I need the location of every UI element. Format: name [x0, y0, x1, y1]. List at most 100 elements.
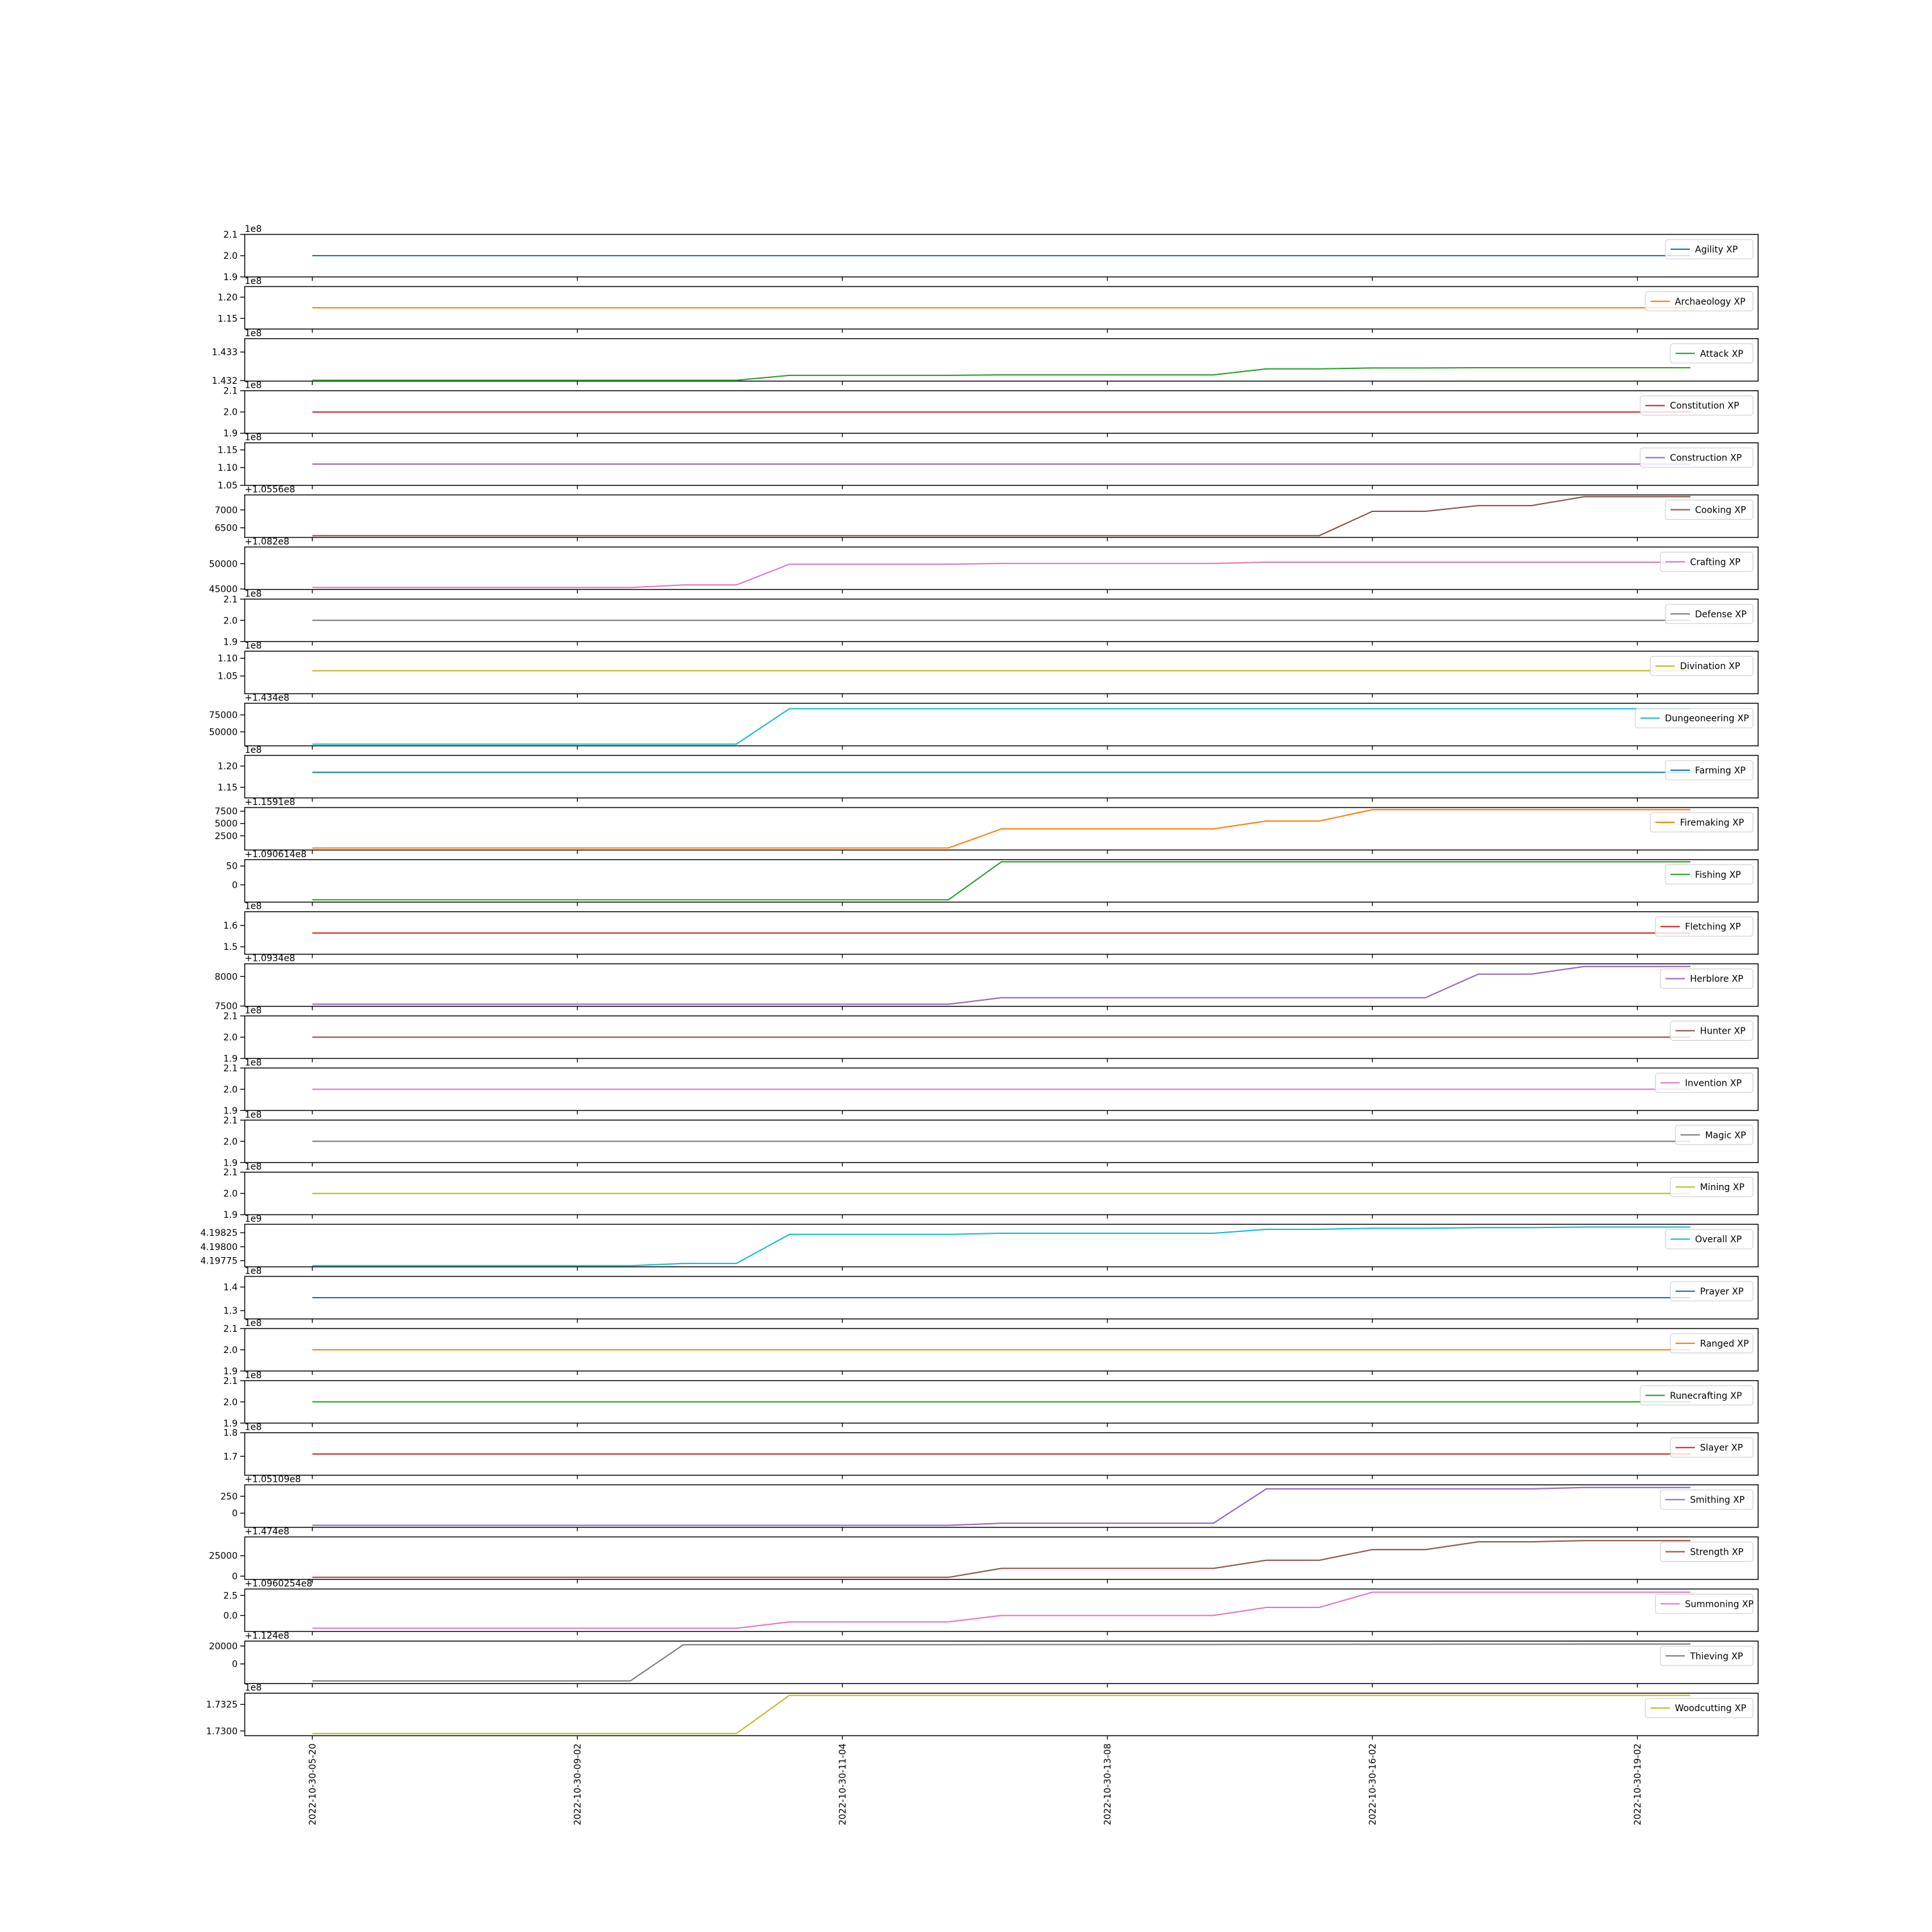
- legend-box: [1660, 969, 1754, 989]
- subplot-runecrafting-xp: 1.9 2.0 2.1 1e8 Runecrafting XP: [223, 1370, 1759, 1429]
- subplot-defense-xp: 1.9 2.0 2.1 1e8 Defense XP: [223, 589, 1759, 647]
- y-tick-label: 2.0: [223, 408, 238, 418]
- legend-label: Woodcutting XP: [1675, 1703, 1747, 1714]
- subplot-overall-xp: 4.19775 4.19800 4.19825 1e9 Overall XP: [200, 1214, 1759, 1271]
- axis-offset-label: +1.0960254e8: [245, 1578, 312, 1589]
- y-tick-label: 1.5: [223, 942, 238, 952]
- y-tick-label: 2.1: [223, 1376, 238, 1387]
- axis-offset-label: 1e8: [245, 1683, 261, 1693]
- subplot-archaeology-xp: 1.15 1.20 1e8 Archaeology XP: [218, 276, 1759, 333]
- y-tick-label: 50: [226, 862, 238, 872]
- y-tick-label: 2.1: [223, 1063, 238, 1074]
- axes-frame: [244, 911, 1759, 955]
- subplot-agility-xp: 1.9 2.0 2.1 1e8 Agility XP: [223, 224, 1759, 283]
- y-tick-label: 5000: [214, 819, 238, 829]
- series-line: [312, 1643, 1690, 1682]
- y-tick-label: 1.7325: [206, 1700, 238, 1710]
- y-tick-label: 2.1: [223, 230, 238, 240]
- series-line: [312, 1486, 1690, 1526]
- legend-label: Magic XP: [1705, 1130, 1747, 1141]
- y-tick-label: 4.19775: [200, 1256, 238, 1267]
- axis-offset-label: 1e8: [245, 641, 261, 651]
- y-tick-label: 1.9: [223, 1419, 238, 1429]
- axis-offset-label: 1e8: [245, 1006, 261, 1016]
- axes-frame: [244, 755, 1759, 799]
- subplot-construction-xp: 1.05 1.10 1.15 1e8 Construction XP: [218, 433, 1759, 491]
- subplot-ranged-xp: 1.9 2.0 2.1 1e8 Ranged XP: [223, 1318, 1759, 1377]
- axis-offset-label: 1e8: [245, 1057, 261, 1068]
- y-tick-label: 4.19825: [200, 1228, 238, 1238]
- x-tick-label: 2022-10-30-13-08: [1103, 1743, 1113, 1825]
- legend-label: Attack XP: [1700, 349, 1743, 359]
- y-tick-label: 2.1: [223, 1115, 238, 1126]
- legend-box: [1665, 760, 1754, 781]
- axis-offset-label: 1e8: [245, 224, 261, 234]
- y-tick-label: 2.1: [223, 1324, 238, 1334]
- x-tick-label: 2022-10-30-11-04: [838, 1743, 848, 1825]
- y-tick-label: 50000: [209, 727, 238, 737]
- subplot-crafting-xp: 45000 50000 +1.082e8 Crafting XP: [209, 536, 1759, 595]
- y-tick-label: 2.0: [223, 1033, 238, 1043]
- axes-frame: [244, 286, 1759, 330]
- legend-label: Herblore XP: [1690, 974, 1743, 985]
- legend-box: [1650, 812, 1754, 833]
- y-tick-label: 1.9: [223, 1054, 238, 1065]
- axes-frame: [244, 1588, 1759, 1633]
- axes-frame: [244, 807, 1759, 851]
- legend-box: [1654, 916, 1754, 937]
- subplot-thieving-xp: 0 20000 +1.124e8 Thieving XP: [209, 1631, 1759, 1688]
- y-tick-label: 8000: [214, 972, 238, 982]
- y-tick-label: 6500: [214, 524, 238, 534]
- y-tick-label: 1.15: [218, 446, 238, 456]
- axes-frame: [244, 546, 1759, 591]
- subplot-firemaking-xp: 2500 5000 7500 +1.1591e8 Firemaking XP: [214, 797, 1759, 854]
- legend-label: Mining XP: [1700, 1182, 1745, 1193]
- series-line: [312, 708, 1690, 745]
- axis-offset-label: +1.434e8: [245, 693, 289, 703]
- y-tick-label: 45000: [209, 585, 238, 595]
- y-tick-label: 1.9: [223, 637, 238, 647]
- y-tick-label: 2.1: [223, 1168, 238, 1178]
- legend-label: Invention XP: [1685, 1078, 1741, 1088]
- axes-frame: [244, 1432, 1759, 1476]
- axes-frame: [244, 703, 1759, 746]
- y-tick-label: 1.10: [218, 654, 238, 664]
- subplot-fishing-xp: 0 50 +1.090614e8 Fishing XP: [226, 849, 1759, 906]
- y-tick-label: 250: [220, 1492, 238, 1502]
- subplot-cooking-xp: 6500 7000 +1.0556e8 Cooking XP: [214, 485, 1759, 542]
- y-tick-label: 1.9: [223, 1367, 238, 1377]
- axes-frame: [244, 1640, 1759, 1685]
- y-tick-label: 1.7: [223, 1452, 238, 1462]
- y-tick-label: 2.0: [223, 1345, 238, 1356]
- y-tick-label: 1.05: [218, 672, 238, 682]
- legend-box: [1670, 1281, 1754, 1302]
- y-tick-label: 25000: [209, 1551, 238, 1562]
- legend-label: Ranged XP: [1700, 1339, 1749, 1349]
- legend-label: Prayer XP: [1700, 1287, 1744, 1297]
- x-tick-label: 2022-10-30-19-02: [1633, 1743, 1643, 1825]
- legend-box: [1665, 864, 1754, 885]
- legend-label: Defense XP: [1695, 609, 1747, 620]
- axis-offset-label: +1.0934e8: [245, 954, 295, 964]
- y-tick-label: 1.9: [223, 272, 238, 283]
- legend-label: Dungeoneering XP: [1665, 714, 1749, 724]
- axis-offset-label: 1e8: [245, 276, 261, 287]
- subplot-summoning-xp: 0.0 2.5 +1.0960254e8 Summoning XP: [223, 1578, 1759, 1636]
- y-tick-label: 1.4: [223, 1283, 238, 1293]
- axis-offset-label: 1e8: [245, 745, 261, 755]
- axes-frame: [244, 1536, 1759, 1580]
- legend-box: [1665, 603, 1754, 624]
- y-tick-label: 75000: [209, 710, 238, 721]
- axis-offset-label: +1.05109e8: [245, 1475, 301, 1485]
- legend-label: Thieving XP: [1689, 1651, 1743, 1662]
- y-tick-label: 2.0: [223, 1397, 238, 1408]
- axis-offset-label: 1e8: [245, 1266, 261, 1276]
- y-tick-label: 1.20: [218, 762, 238, 772]
- series-line: [312, 1694, 1690, 1734]
- series-line: [312, 1540, 1690, 1578]
- x-tick-label: 2022-10-30-09-02: [573, 1743, 583, 1825]
- axis-offset-label: 1e8: [245, 589, 261, 599]
- subplot-attack-xp: 1.432 1.433 1e8 Attack XP: [212, 328, 1759, 386]
- y-tick-label: 2.5: [223, 1591, 238, 1601]
